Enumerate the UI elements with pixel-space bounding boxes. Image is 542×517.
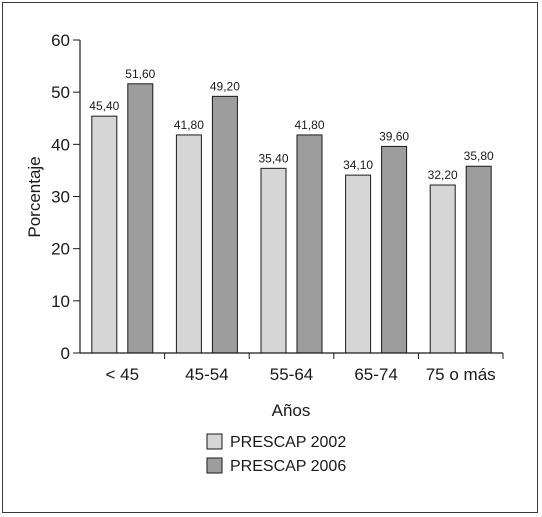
bar [381,145,408,354]
bar-value-label: 32,20 [428,168,458,182]
bar [260,167,287,354]
bar-value-label: 34,10 [343,158,373,172]
bar-value-label: 39,60 [379,129,409,143]
bar-value-label: 41,80 [294,118,324,132]
x-tick-label: < 45 [106,365,140,384]
axes [79,40,503,354]
y-tick-label: 60 [51,31,70,50]
bar-value-label: 41,80 [174,118,204,132]
bars [91,83,492,354]
bar [345,174,372,354]
legend: PRESCAP 2002 PRESCAP 2006 [206,433,346,475]
bar [465,165,492,354]
x-tick-label: 65-74 [354,365,397,384]
bar [429,184,456,354]
y-tick-label: 0 [61,344,70,363]
bar [127,83,154,354]
bar [211,95,238,354]
y-tick-label: 20 [51,240,70,259]
x-axis-title: Años [272,401,311,420]
bar-value-label: 45,40 [89,99,119,113]
bar-value-label: 35,40 [258,151,288,165]
y-tick-label: 30 [51,188,70,207]
y-tick-label: 10 [51,292,70,311]
bar [91,115,118,354]
y-axis-ticks: 0 10 20 30 40 50 60 [51,31,80,363]
x-tick-label: 45-54 [185,365,228,384]
bar [175,134,202,354]
bar-value-label: 49,20 [210,79,240,93]
legend-label: PRESCAP 2006 [230,458,346,475]
y-axis-title: Porcentaje [25,156,44,237]
legend-swatch [206,433,223,450]
bar-value-label: 51,60 [125,67,155,81]
bar-value-labels: 45,40 51,60 41,80 49,20 35,40 41,80 34,10 39,60… [89,67,494,182]
bar [296,134,323,354]
y-tick-label: 40 [51,135,70,154]
x-tick-label: 55-64 [270,365,313,384]
y-tick-label: 50 [51,83,70,102]
legend-swatch [206,457,223,474]
legend-label: PRESCAP 2002 [230,434,346,451]
bar-value-label: 35,80 [464,149,494,163]
x-tick-label: 75 o más [426,365,496,384]
x-axis-ticks: < 45 45-54 55-64 65-74 75 o más [106,353,504,384]
